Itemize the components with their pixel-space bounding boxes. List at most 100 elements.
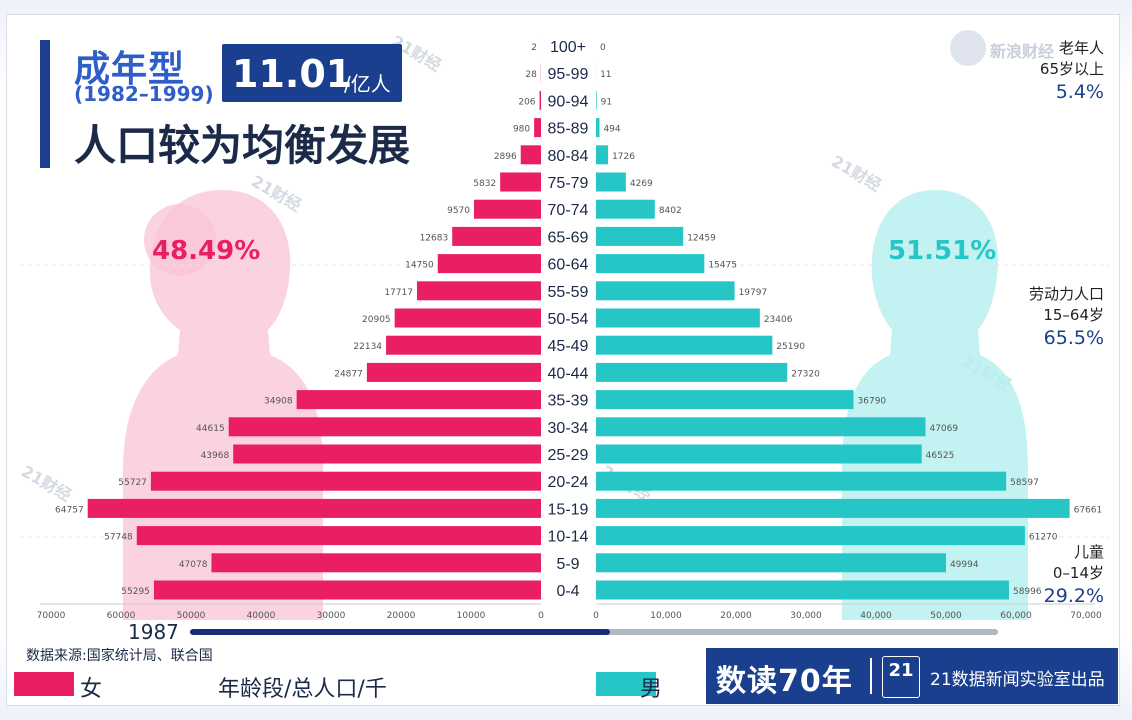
- male-axis-tick: 10,000: [650, 611, 682, 621]
- age-group-label: 75-79: [548, 175, 589, 192]
- age-group-label: 85-89: [548, 121, 589, 138]
- male-value-label: 58996: [1013, 587, 1042, 597]
- male-bar: [596, 145, 609, 165]
- age-group-label: 45-49: [548, 338, 589, 355]
- legend-female-swatch: [14, 672, 74, 696]
- male-axis-tick: 50,000: [930, 611, 962, 621]
- female-value-label: 47078: [179, 560, 208, 570]
- age-group-label: 70-74: [548, 202, 589, 219]
- female-bar: [386, 335, 541, 355]
- children-age-range: 0–14岁: [1052, 564, 1104, 582]
- female-axis-tick: 60000: [107, 611, 136, 621]
- female-share: 48.49%: [152, 236, 261, 266]
- male-value-label: 91: [601, 97, 612, 107]
- male-bar: [596, 553, 946, 573]
- children-label: 儿童 0–14岁 29.2%: [1044, 542, 1104, 608]
- male-bar: [596, 362, 788, 382]
- age-group-label: 35-39: [548, 393, 589, 410]
- female-bar: [150, 471, 541, 491]
- female-bar: [366, 362, 541, 382]
- female-bar: [520, 145, 541, 165]
- pyramid-type-title: 成年型: [74, 49, 186, 90]
- male-bar: [596, 417, 926, 437]
- female-value-label: 22134: [353, 342, 382, 352]
- female-axis-tick: 0: [538, 611, 544, 621]
- male-value-label: 67661: [1074, 505, 1103, 515]
- female-bar: [534, 118, 541, 138]
- female-value-label: 12683: [420, 233, 449, 243]
- sina-logo-icon: [950, 30, 986, 66]
- male-bar: [596, 281, 735, 301]
- female-bar: [500, 172, 541, 192]
- age-group-label: 65-69: [548, 229, 589, 246]
- male-value-label: 11: [600, 70, 611, 80]
- age-group-label: 90-94: [548, 93, 589, 110]
- female-axis-tick: 40000: [247, 611, 276, 621]
- female-value-label: 34908: [264, 397, 293, 407]
- children-title: 儿童: [1073, 543, 1104, 561]
- female-bar: [437, 254, 541, 274]
- brand-logo-icon: 21: [882, 656, 920, 698]
- male-bar: [596, 526, 1025, 546]
- male-value-label: 25190: [776, 342, 805, 352]
- children-percent: 29.2%: [1043, 585, 1104, 607]
- female-bar: [136, 526, 541, 546]
- female-bar: [416, 281, 541, 301]
- male-value-label: 58597: [1010, 478, 1039, 488]
- female-value-label: 5832: [473, 179, 496, 189]
- female-value-label: 43968: [201, 451, 230, 461]
- labor-title: 劳动力人口: [1028, 285, 1104, 303]
- total-population-badge: 11.01 /亿人: [222, 44, 402, 102]
- female-bar: [539, 90, 541, 110]
- timeline-progress: [190, 629, 611, 635]
- title-accent-bar: [40, 40, 50, 168]
- age-group-label: 100+: [550, 39, 586, 56]
- timeline-track[interactable]: [190, 629, 998, 635]
- age-group-label: 80-84: [548, 148, 589, 165]
- age-group-label: 25-29: [548, 447, 589, 464]
- female-value-label: 44615: [196, 424, 225, 434]
- age-group-label: 60-64: [548, 257, 589, 274]
- period-label: (1982–1999): [74, 82, 214, 106]
- male-value-label: 47069: [929, 424, 958, 434]
- age-group-label: 0-4: [556, 583, 579, 600]
- male-axis-tick: 40,000: [860, 611, 892, 621]
- male-value-label: 36790: [858, 397, 887, 407]
- legend-female-label: 女: [80, 677, 103, 702]
- male-bar: [596, 118, 600, 138]
- legend-male-label: 男: [640, 677, 663, 702]
- elderly-age-range: 65岁以上: [1039, 60, 1104, 78]
- timeline-year: 1987: [128, 620, 179, 644]
- female-value-label: 64757: [55, 505, 84, 515]
- male-axis-tick: 20,000: [720, 611, 752, 621]
- female-value-label: 2: [531, 43, 537, 53]
- female-bar: [233, 444, 541, 464]
- male-bar: [596, 498, 1070, 518]
- female-bar: [153, 580, 541, 600]
- age-group-label: 20-24: [548, 474, 589, 491]
- brand-divider: [870, 658, 872, 694]
- legend-male-swatch: [596, 672, 656, 696]
- elderly-percent: 5.4%: [1055, 81, 1104, 103]
- male-value-label: 12459: [687, 233, 716, 243]
- male-value-label: 46525: [926, 451, 955, 461]
- female-value-label: 9570: [447, 206, 470, 216]
- age-group-label: 30-34: [548, 420, 589, 437]
- male-value-label: 23406: [764, 315, 793, 325]
- female-bar: [87, 498, 542, 518]
- legend-axis-title: 年龄段/总人口/千: [218, 677, 387, 702]
- male-bar: [596, 90, 597, 110]
- labor-label: 劳动力人口 15–64岁 65.5%: [1029, 284, 1104, 350]
- female-axis-tick: 30000: [317, 611, 346, 621]
- age-group-label: 50-54: [548, 311, 589, 328]
- elderly-label: 老年人 65岁以上 5.4%: [1040, 38, 1104, 104]
- male-value-label: 15475: [708, 261, 737, 271]
- female-value-label: 206: [518, 97, 535, 107]
- female-axis-tick: 70000: [37, 611, 66, 621]
- male-value-label: 494: [603, 125, 620, 135]
- male-bar: [596, 254, 705, 274]
- female-value-label: 2896: [494, 152, 517, 162]
- male-bar: [596, 444, 922, 464]
- female-value-label: 55727: [118, 478, 147, 488]
